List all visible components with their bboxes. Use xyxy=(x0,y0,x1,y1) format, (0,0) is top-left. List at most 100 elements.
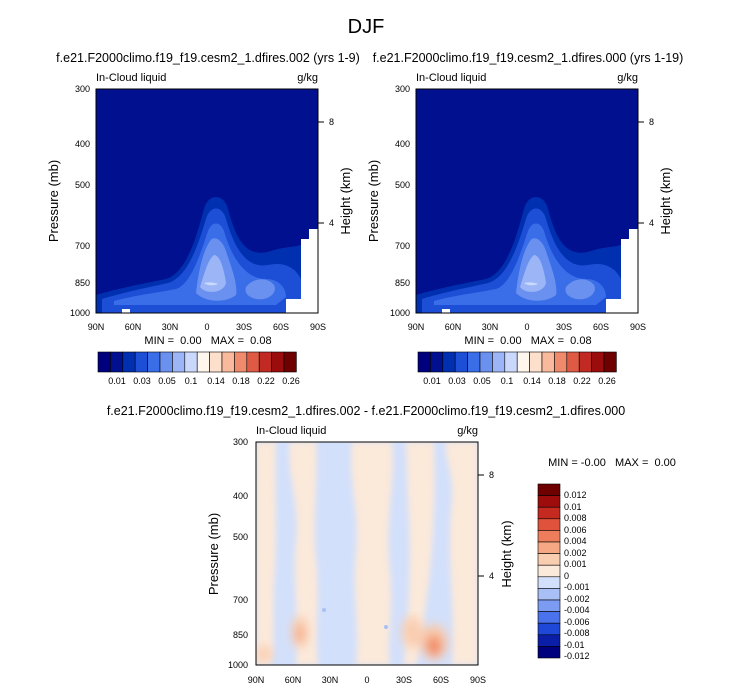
panel-a-colorbar-label: 0.18 xyxy=(232,376,250,386)
panel-c-colorbar-label: 0 xyxy=(564,571,569,581)
panel-c-xtick: 30N xyxy=(322,675,339,685)
panel-a-colorbar-swatch xyxy=(221,351,235,373)
panel-a-colorbar: 0.01 0.03 0.05 0.1 0.14 0.18 0.22 0.26 xyxy=(97,351,300,386)
panel-b-colorbar-swatch xyxy=(566,351,580,373)
panel-a-xtick: 60S xyxy=(273,322,289,332)
panel-c-colorbar-swatch xyxy=(537,599,561,612)
panel-a-colorbar-label: 0.1 xyxy=(185,376,198,386)
panel-c-colorbar-swatch xyxy=(537,564,561,578)
panel-c-xtick: 0 xyxy=(364,675,369,685)
panel-a-xtick: 90S xyxy=(310,322,326,332)
panel-c-y2tick: 8 xyxy=(489,470,494,480)
panel-a-colorbar-swatch xyxy=(147,351,161,373)
panel-a-right-label: g/kg xyxy=(297,72,318,84)
panel-c-colorbar-label: 0.008 xyxy=(564,513,587,523)
panel-b-xtick: 30S xyxy=(556,322,572,332)
panel-a-ytick: 400 xyxy=(75,139,90,149)
panel-c-y-axis: 300 400 500 700 850 1000 Pressure (mb) xyxy=(206,437,248,670)
panel-b-xtick: 60N xyxy=(445,322,462,332)
panel-a-xtick: 30N xyxy=(162,322,179,332)
panel-c-colorbar: 0.012 0.01 0.008 0.006 0.004 0.002 0.001… xyxy=(537,483,590,661)
panel-b-colorbar-swatch xyxy=(467,351,481,373)
panel-c-colorbar-label: -0.004 xyxy=(564,605,590,615)
panel-a-colorbar-swatch xyxy=(209,351,223,373)
panel-c-colorbar-swatch xyxy=(537,646,561,659)
panel-a-colorbar-swatch xyxy=(184,351,198,373)
panel-c-colorbar-label: -0.012 xyxy=(564,651,590,661)
panel-b-colorbar-label: 0.18 xyxy=(548,376,566,386)
panel-c-field xyxy=(256,442,478,665)
panel-a-field xyxy=(96,89,318,313)
panel-a-colorbar-swatch xyxy=(110,351,124,373)
panel-c-colorbar-swatch xyxy=(537,588,561,601)
panel-a-colorbar-label: 0.14 xyxy=(207,376,225,386)
panel-a-xtick: 0 xyxy=(204,322,209,332)
panel-a-xtick: 30S xyxy=(236,322,252,332)
panel-c-frame xyxy=(255,441,479,666)
panel-a-colorbar-swatch xyxy=(134,351,148,373)
panel-c-colorbar-swatch xyxy=(537,611,561,624)
panel-c-colorbar-label: -0.001 xyxy=(564,582,590,592)
panel-b-colorbar-label: 0.01 xyxy=(423,376,441,386)
panel-b-colorbar-swatch xyxy=(591,351,605,373)
panel-b-colorbar-swatch xyxy=(479,351,493,373)
panel-a-frame xyxy=(95,88,319,314)
panel-a-colorbar-swatch xyxy=(122,351,136,373)
panel-a-y2tick: 8 xyxy=(329,117,334,127)
panel-b-xtick: 30N xyxy=(482,322,499,332)
panel-a-colorbar-swatch xyxy=(97,351,111,373)
panel-a-stats: MIN = 0.00 MAX = 0.08 xyxy=(144,335,271,347)
panel-c-colorbar-label: -0.01 xyxy=(564,640,585,650)
panel-c-colorbar-swatch xyxy=(537,495,561,508)
panel-c-ytick: 850 xyxy=(233,630,248,640)
panel-c-y2label: Height (km) xyxy=(499,520,514,587)
panel-b-ytick: 300 xyxy=(395,84,410,94)
panel-c-y2tick: 4 xyxy=(489,571,494,581)
panel-c-colorbar-label: 0.006 xyxy=(564,525,587,535)
panel-b-ytick: 1000 xyxy=(390,308,410,318)
panel-c-xtick: 30S xyxy=(396,675,412,685)
panel-c-xtick: 90S xyxy=(470,675,486,685)
panel-b-colorbar-label: 0.22 xyxy=(573,376,591,386)
panel-b-colorbar-swatch xyxy=(603,351,617,373)
panel-c-colorbar-swatch xyxy=(537,541,561,554)
panel-c-ytick: 1000 xyxy=(228,660,248,670)
panel-b-right-label: g/kg xyxy=(617,72,638,84)
panel-c-colorbar-label: 0.001 xyxy=(564,559,587,569)
panel-b-colorbar-swatch xyxy=(442,351,456,373)
panel-a-ytick: 500 xyxy=(75,180,90,190)
panel-a-y-axis: 300 400 500 700 850 1000 Pressure (mb) xyxy=(46,84,90,318)
panel-c-colorbar-label: 0.01 xyxy=(564,502,582,512)
panel-c: f.e21.F2000climo.f19_f19.cesm2_1.dfires.… xyxy=(107,404,676,685)
panel-c-colorbar-swatch xyxy=(537,530,561,543)
panel-b-y2label: Height (km) xyxy=(658,167,673,234)
panel-b-y2tick: 8 xyxy=(649,117,654,127)
panel-a-colorbar-swatch xyxy=(258,351,272,373)
panel-c-colorbar-swatch xyxy=(537,506,561,520)
panel-c-ytick: 300 xyxy=(233,437,248,447)
panel-a-ytick: 850 xyxy=(75,278,90,288)
panel-a-colorbar-swatch xyxy=(172,351,186,373)
panel-b-ylabel: Pressure (mb) xyxy=(366,160,381,242)
panel-a-x-axis: 90N 60N 30N 0 30S 60S 90S xyxy=(88,322,326,332)
page-title: DJF xyxy=(348,16,385,38)
panel-b-colorbar-swatch xyxy=(578,351,592,373)
panel-b-colorbar-label: 0.05 xyxy=(473,376,491,386)
panel-c-colorbar-label: -0.006 xyxy=(564,617,590,627)
panel-b-colorbar-swatch xyxy=(541,351,555,373)
panel-b: f.e21.F2000climo.f19_f19.cesm2_1.dfires.… xyxy=(366,51,683,386)
panel-a-colorbar-swatch xyxy=(196,351,210,373)
panel-b-x-axis: 90N 60N 30N 0 30S 60S 90S xyxy=(408,322,646,332)
panel-a-ylabel: Pressure (mb) xyxy=(46,160,61,242)
panel-b-ytick: 700 xyxy=(395,241,410,251)
panel-c-xtick: 90N xyxy=(248,675,265,685)
panel-b-ytick: 500 xyxy=(395,180,410,190)
panel-b-colorbar-swatch xyxy=(516,351,530,373)
panel-c-xtick: 60S xyxy=(433,675,449,685)
panel-a-left-label: In-Cloud liquid xyxy=(96,72,166,84)
panel-c-left-label: In-Cloud liquid xyxy=(256,425,326,437)
panel-a-y2label: Height (km) xyxy=(338,167,353,234)
panel-b-colorbar-label: 0.26 xyxy=(598,376,616,386)
panel-a-colorbar-swatch xyxy=(159,351,173,373)
